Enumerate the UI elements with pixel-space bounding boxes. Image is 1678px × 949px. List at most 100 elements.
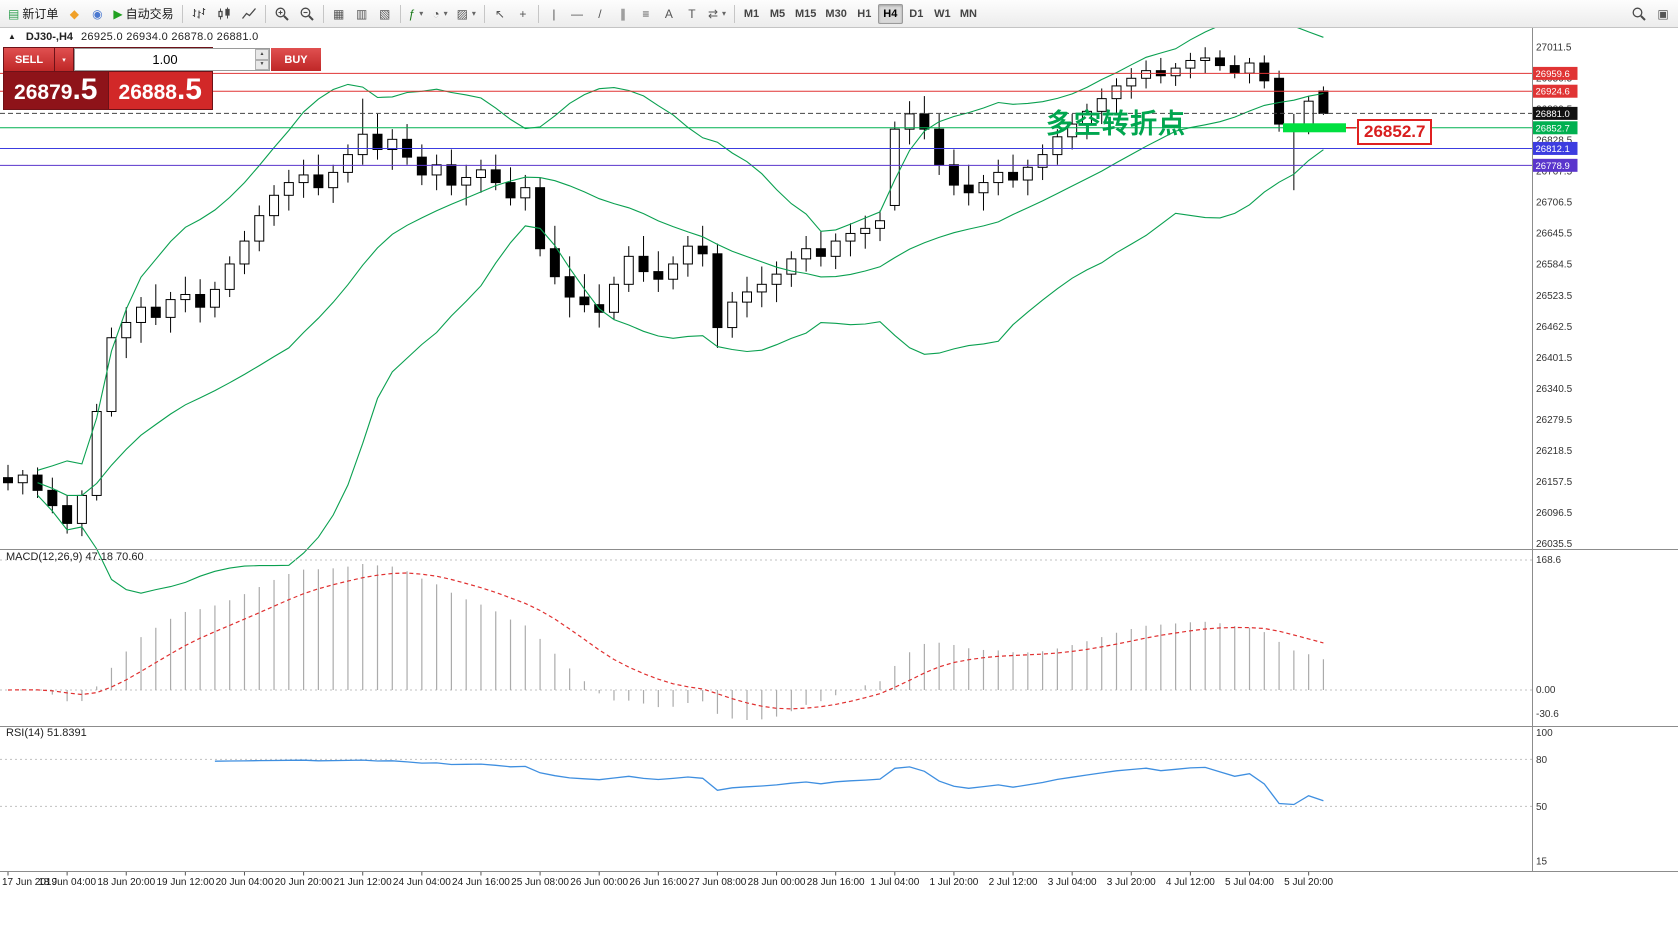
- svg-text:3 Jul 20:00: 3 Jul 20:00: [1107, 877, 1156, 888]
- cursor-icon: ↖: [494, 6, 505, 21]
- svg-text:2 Jul 12:00: 2 Jul 12:00: [989, 877, 1038, 888]
- sell-button[interactable]: SELL: [4, 48, 54, 71]
- periods-button[interactable]: ◔ ▾: [428, 3, 451, 25]
- candle: [1081, 103, 1092, 140]
- timeframe-m15-button[interactable]: M15: [791, 4, 820, 24]
- new-order-button[interactable]: ▤ 新订单: [4, 3, 62, 25]
- channel-icon: ∥: [619, 6, 626, 21]
- svg-text:100: 100: [1536, 728, 1553, 739]
- timeframe-m5-button[interactable]: M5: [765, 4, 790, 24]
- label-button[interactable]: T: [681, 3, 703, 25]
- candle: [1111, 78, 1122, 114]
- timeframe-h1-button[interactable]: H1: [852, 4, 877, 24]
- svg-text:15: 15: [1536, 857, 1548, 868]
- svg-text:26157.5: 26157.5: [1536, 477, 1573, 488]
- candlestick-chart-button[interactable]: [212, 3, 236, 25]
- text-button[interactable]: A: [658, 3, 680, 25]
- candle: [91, 403, 102, 501]
- candle: [431, 154, 442, 191]
- channel-button[interactable]: ∥: [612, 3, 634, 25]
- volume-increase-button[interactable]: ▲: [255, 49, 269, 60]
- fibonacci-button[interactable]: ≡: [635, 3, 657, 25]
- candle: [180, 276, 191, 313]
- shapes-button[interactable]: ⇄ ▾: [704, 3, 730, 25]
- vertical-line-button[interactable]: |: [543, 3, 565, 25]
- one-click-panel-toggle-icon[interactable]: ▲: [8, 32, 16, 41]
- candle: [756, 266, 767, 308]
- volume-field: ▲ ▼: [74, 48, 270, 71]
- mql5-community-icon[interactable]: ◆: [63, 3, 85, 25]
- svg-text:26 Jun 16:00: 26 Jun 16:00: [629, 877, 687, 888]
- volume-input[interactable]: [75, 49, 255, 70]
- svg-text:26523.5: 26523.5: [1536, 291, 1573, 302]
- crosshair-button[interactable]: +: [512, 3, 534, 25]
- candle: [727, 291, 738, 338]
- svg-text:26096.5: 26096.5: [1536, 508, 1573, 519]
- horizontal-line-button[interactable]: —: [566, 3, 588, 25]
- timeframe-h4-button[interactable]: H4: [877, 3, 903, 24]
- svg-text:26401.5: 26401.5: [1536, 353, 1573, 364]
- toolbar-separator: [537, 4, 539, 23]
- autotrading-button[interactable]: ▶ 自动交易: [109, 3, 177, 25]
- candle: [446, 149, 457, 196]
- candle: [1008, 154, 1019, 188]
- bar-chart-button[interactable]: [187, 3, 211, 25]
- zoom-in-button[interactable]: [270, 3, 294, 25]
- sell-price[interactable]: 26879.5: [4, 72, 108, 109]
- price-badge: [1532, 84, 1578, 98]
- order-options-dropdown[interactable]: ▾: [55, 48, 73, 71]
- candle: [1274, 70, 1285, 132]
- candle: [195, 279, 206, 323]
- rsi-pane[interactable]: [0, 726, 1532, 871]
- indicators-button[interactable]: ƒ ▾: [405, 3, 428, 25]
- price-badge: [1532, 66, 1578, 80]
- timeframe-m1-button[interactable]: M1: [739, 4, 764, 24]
- chart-list-button[interactable]: ▣: [1652, 3, 1674, 25]
- time-axis[interactable]: [0, 871, 1678, 949]
- volume-decrease-button[interactable]: ▼: [255, 59, 269, 70]
- svg-text:1 Jul 04:00: 1 Jul 04:00: [870, 877, 919, 888]
- svg-text:0.00: 0.00: [1536, 685, 1556, 696]
- tile-windows-button[interactable]: ▦: [328, 3, 350, 25]
- cursor-button[interactable]: ↖: [489, 3, 511, 25]
- buy-button[interactable]: BUY: [271, 48, 321, 71]
- rsi-axis-labels: 100 80 50 15: [1536, 728, 1553, 868]
- profile-icon[interactable]: ◉: [86, 3, 108, 25]
- svg-text:18 Jun 04:00: 18 Jun 04:00: [38, 877, 96, 888]
- timeframe-m30-button[interactable]: M30: [821, 4, 850, 24]
- templates-icon: ▨: [456, 6, 468, 21]
- timeframe-d1-button[interactable]: D1: [904, 4, 929, 24]
- candle: [1096, 88, 1107, 125]
- line-icon: [241, 7, 256, 19]
- toolbar-separator: [483, 4, 485, 23]
- auto-scroll-icon: ▥: [355, 6, 368, 21]
- candle: [490, 154, 501, 191]
- timeframe-w1-button[interactable]: W1: [930, 4, 955, 24]
- timeframe-mn-button[interactable]: MN: [956, 4, 981, 24]
- svg-text:4 Jul 12:00: 4 Jul 12:00: [1166, 877, 1215, 888]
- crosshair-icon: +: [519, 6, 527, 21]
- zoom-out-button[interactable]: [295, 3, 319, 25]
- search-button[interactable]: [1627, 3, 1651, 25]
- price-badges: 26959.6 26924.6 26881.0 26852.7 26812.1 26778…: [1532, 66, 1578, 172]
- auto-scroll-button[interactable]: ▥: [351, 3, 373, 25]
- candle: [150, 284, 161, 326]
- line-chart-button[interactable]: [237, 3, 261, 25]
- candle: [608, 276, 619, 320]
- buy-price[interactable]: 26888.5: [108, 72, 212, 109]
- chart-shift-button[interactable]: ▧: [374, 3, 396, 25]
- trendline-button[interactable]: /: [589, 3, 611, 25]
- templates-button[interactable]: ▨ ▾: [453, 3, 480, 25]
- candle: [948, 149, 959, 196]
- svg-text:5 Jul 20:00: 5 Jul 20:00: [1284, 877, 1333, 888]
- toolbar-separator: [399, 4, 401, 23]
- macd-pane[interactable]: [0, 549, 1532, 726]
- candle: [1141, 60, 1152, 89]
- price-callout-label[interactable]: 26852.7: [1357, 119, 1433, 145]
- one-click-trading-panel: SELL ▾ ▲ ▼ BUY 26879.5 26888.5: [3, 47, 321, 110]
- green-highlight-marker[interactable]: [1283, 123, 1346, 133]
- candle: [801, 235, 812, 272]
- candle: [1185, 52, 1196, 79]
- svg-text:50: 50: [1536, 802, 1548, 813]
